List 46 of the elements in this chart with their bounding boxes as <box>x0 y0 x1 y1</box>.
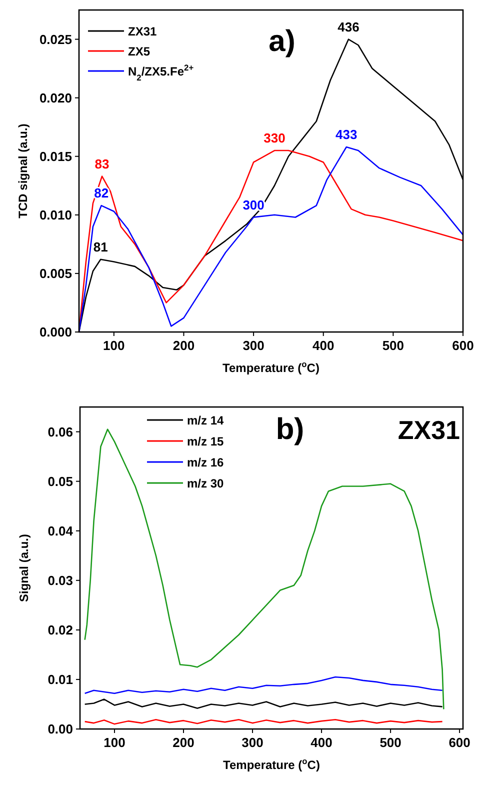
x-tick-label: 600 <box>452 338 474 353</box>
legend-label: N$_{2}$/ZX5.Fe$^{2+}$ <box>128 62 194 82</box>
x-tick-label: 500 <box>380 735 402 750</box>
x-axis-title: Temperature ($^{o}$C) <box>222 359 320 375</box>
annotation: 81 <box>93 239 108 254</box>
y-tick-label: 0.01 <box>48 672 73 687</box>
x-tick-label: 500 <box>382 338 404 353</box>
x-tick-label: 300 <box>242 735 264 750</box>
legend-label: ZX31 <box>128 24 158 38</box>
y-axis-title: Signal (a.u.) <box>17 534 31 602</box>
x-tick-label: 400 <box>312 338 334 353</box>
line-series <box>84 676 443 694</box>
x-tick-label: 200 <box>172 338 195 353</box>
y-tick-label: 0.02 <box>48 622 73 638</box>
y-tick-label: 0.015 <box>39 148 72 164</box>
line-series <box>84 698 443 709</box>
x-tick-label: 200 <box>172 735 194 750</box>
y-tick-label: 0.020 <box>39 90 72 106</box>
annotation: 330 <box>264 130 286 146</box>
x-tick-label: 600 <box>448 735 470 750</box>
annotation: ZX31 <box>398 415 460 445</box>
legend-label: m/z 30 <box>187 476 224 490</box>
x-axis-title: Temperature ($^{o}$C) <box>223 756 320 772</box>
annotation: 436 <box>338 19 360 34</box>
x-tick-label: 300 <box>242 338 264 353</box>
y-tick-label: 0.03 <box>48 572 73 588</box>
annotation: 433 <box>336 126 358 142</box>
y-tick-label: 0.04 <box>48 523 74 538</box>
y-tick-label: 0.010 <box>39 207 72 222</box>
y-tick-label: 0.06 <box>48 424 73 440</box>
annotation: 83 <box>94 156 110 172</box>
x-tick-label: 100 <box>104 735 126 750</box>
y-tick-label: 0.00 <box>48 722 73 736</box>
y-tick-label: 0.005 <box>39 266 72 281</box>
annotation: a) <box>268 25 296 58</box>
x-tick-label: 400 <box>310 735 332 750</box>
y-axis-title: TCD signal (a.u.) <box>16 124 30 218</box>
y-tick-label: 0.05 <box>48 474 73 489</box>
y-tick-label: 0.025 <box>39 32 72 47</box>
legend-label: m/z 15 <box>187 434 224 448</box>
legend-label: ZX5 <box>128 44 150 58</box>
legend-label: m/z 16 <box>187 456 224 470</box>
annotation: b) <box>276 413 304 446</box>
legend-label: m/z 14 <box>187 414 224 428</box>
x-tick-label: 100 <box>103 338 125 353</box>
y-tick-label: 0.000 <box>39 324 72 340</box>
